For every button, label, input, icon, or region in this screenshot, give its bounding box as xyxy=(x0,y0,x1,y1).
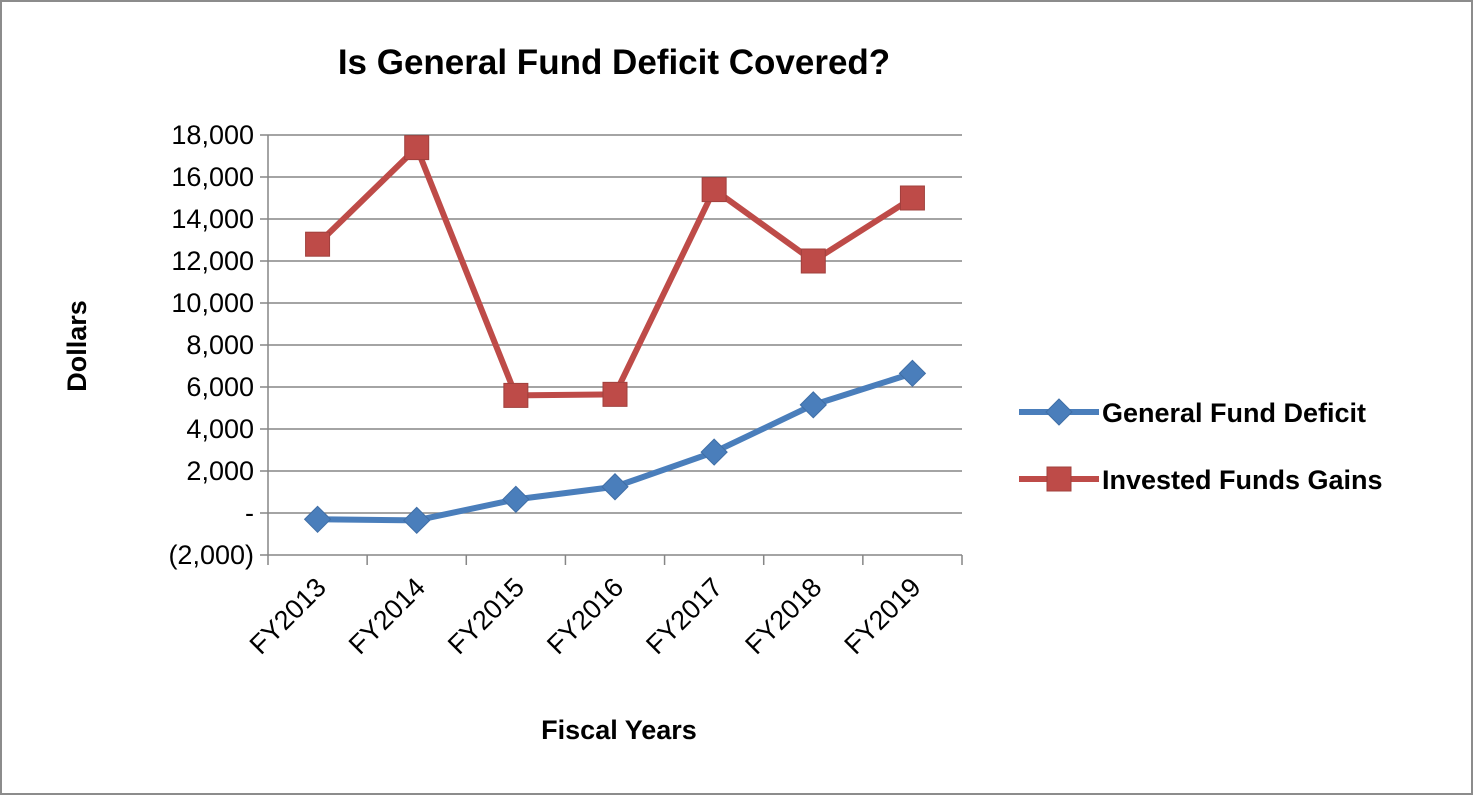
data-point xyxy=(601,473,629,501)
gridlines xyxy=(268,134,962,514)
series xyxy=(303,135,927,535)
y-tick-label: 12,000 xyxy=(171,246,254,276)
chart-title: Is General Fund Deficit Covered? xyxy=(338,43,890,82)
y-tick-label: 14,000 xyxy=(171,204,254,234)
data-point xyxy=(898,359,927,388)
x-tick-labels: FY2013 FY2014 FY2015 FY2016 FY2017 FY2018 FY20… xyxy=(244,572,927,660)
x-tick-label: FY2014 xyxy=(343,572,431,660)
data-point xyxy=(701,177,727,203)
y-tick-label: 18,000 xyxy=(171,120,254,150)
data-point xyxy=(305,231,331,257)
data-point xyxy=(503,382,529,408)
data-point xyxy=(502,485,530,514)
y-tick-labels: (2,000) - 2,000 4,000 6,000 8,000 10,000 12,000… xyxy=(168,120,254,570)
legend-item: General Fund Deficit xyxy=(1019,398,1366,428)
data-point xyxy=(403,506,431,535)
y-tick-label: 6,000 xyxy=(186,372,254,402)
legend-label: Invested Funds Gains xyxy=(1102,465,1383,495)
data-point xyxy=(303,505,332,534)
legend-label: General Fund Deficit xyxy=(1102,398,1366,428)
data-point xyxy=(404,135,430,161)
y-tick-label: 2,000 xyxy=(186,456,254,486)
data-point xyxy=(899,185,925,211)
x-tick-label: FY2015 xyxy=(442,572,530,660)
legend-marker xyxy=(1045,398,1073,426)
axes xyxy=(260,134,963,565)
series-general-fund-deficit xyxy=(303,359,927,535)
y-tick-label: 10,000 xyxy=(171,288,254,318)
x-tick-label: FY2013 xyxy=(244,572,332,660)
y-tick-label: (2,000) xyxy=(168,540,254,570)
data-point xyxy=(800,248,826,274)
legend-item: Invested Funds Gains xyxy=(1019,465,1383,495)
x-tick-label: FY2016 xyxy=(541,572,629,660)
y-tick-label: 8,000 xyxy=(186,330,254,360)
x-tick-label: FY2019 xyxy=(839,572,927,660)
x-tick-label: FY2018 xyxy=(739,572,827,660)
legend: General Fund Deficit Invested Funds Gains xyxy=(1019,398,1383,495)
y-tick-label: - xyxy=(245,498,254,528)
legend-marker xyxy=(1046,466,1072,492)
y-tick-label: 4,000 xyxy=(186,414,254,444)
data-point xyxy=(700,438,728,466)
y-tick-label: 16,000 xyxy=(171,162,254,192)
data-point xyxy=(799,391,827,419)
y-axis-title: Dollars xyxy=(62,300,92,392)
data-point xyxy=(602,381,628,407)
x-tick-label: FY2017 xyxy=(640,572,728,660)
series-invested-funds-gains xyxy=(305,135,925,408)
x-axis-title: Fiscal Years xyxy=(541,715,697,745)
